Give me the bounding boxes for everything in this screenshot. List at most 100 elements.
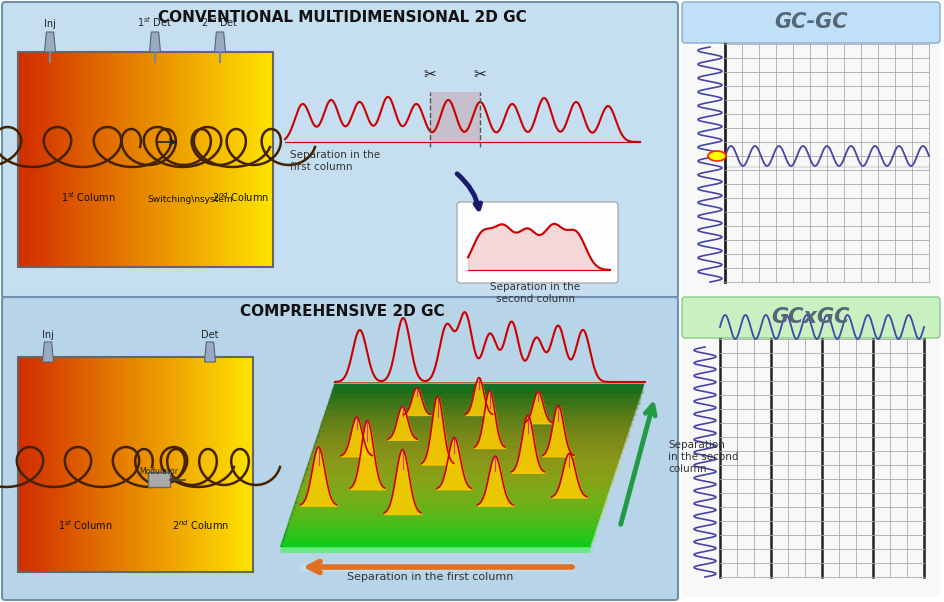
Bar [140,357,143,572]
Bar [34,357,38,572]
Bar [183,52,188,267]
Bar [260,52,264,267]
Text: COMPREHENSIVE 2D GC: COMPREHENSIVE 2D GC [240,303,444,318]
Bar [167,357,171,572]
Bar [137,52,142,267]
Bar [116,357,120,572]
Bar [26,52,31,267]
Text: Det: Det [201,330,218,340]
Bar [69,357,74,572]
Bar [98,52,104,267]
Bar [65,52,70,267]
Bar [234,52,239,267]
Bar [230,52,235,267]
Bar [217,357,222,572]
Text: 1$^{st}$ Column: 1$^{st}$ Column [60,190,115,204]
Bar [120,52,125,267]
Bar [226,52,230,267]
Bar [35,52,40,267]
Bar [264,52,269,267]
Bar [200,52,205,267]
Bar [76,357,81,572]
FancyBboxPatch shape [682,297,939,338]
Text: Separation
in the second
column: Separation in the second column [667,441,737,474]
Bar [65,357,69,572]
Bar [155,357,160,572]
Bar [171,357,175,572]
Bar [237,357,242,572]
Bar [60,52,65,267]
Bar [96,357,101,572]
Bar [127,357,132,572]
Bar [82,52,87,267]
Bar [145,52,150,267]
Bar [29,357,34,572]
Bar [256,52,261,267]
Bar [209,52,213,267]
Bar [93,357,96,572]
Bar [85,357,89,572]
Bar [196,52,201,267]
Bar [43,52,48,267]
Bar [112,357,116,572]
Bar [40,52,44,267]
Bar [73,357,77,572]
Bar [226,357,229,572]
Bar [175,52,179,267]
Bar [115,52,121,267]
Bar [69,52,74,267]
Bar [268,52,273,267]
Bar [244,357,249,572]
Bar [74,52,78,267]
Bar [175,357,179,572]
Bar [222,357,226,572]
Bar [141,52,145,267]
Text: 1$^{st}$ Column: 1$^{st}$ Column [58,518,112,532]
Bar [217,52,222,267]
Bar [38,357,42,572]
Bar [48,52,53,267]
FancyBboxPatch shape [457,202,617,283]
Bar [149,52,154,267]
Text: Separation in the first column: Separation in the first column [346,572,513,582]
Bar [42,357,46,572]
Polygon shape [42,342,54,362]
FancyBboxPatch shape [682,2,939,43]
Bar [128,52,133,267]
Bar [158,52,162,267]
Bar [104,357,109,572]
Bar [77,52,82,267]
Text: Modulator: Modulator [140,467,178,476]
Bar [233,357,238,572]
Polygon shape [214,32,226,52]
FancyBboxPatch shape [2,297,677,600]
Bar [229,357,234,572]
Bar [61,357,65,572]
Bar [192,52,196,267]
Bar [188,52,193,267]
Text: 1$^{st}$ Det: 1$^{st}$ Det [137,15,173,29]
Bar [247,52,252,267]
Polygon shape [204,342,215,362]
Bar [52,52,57,267]
Bar [31,52,36,267]
Bar [159,357,163,572]
Bar [18,357,253,572]
Bar [206,357,211,572]
Bar [243,52,247,267]
Text: Separation in the
first column: Separation in the first column [290,150,379,172]
Bar [151,357,156,572]
Bar [299,562,574,572]
Bar [22,357,26,572]
Text: 2$^{nd}$ Det: 2$^{nd}$ Det [201,15,239,29]
Bar [143,357,147,572]
Bar [18,52,23,267]
Bar [430,92,480,142]
FancyBboxPatch shape [2,2,677,298]
Bar [178,357,183,572]
Bar [131,357,136,572]
Bar [241,357,245,572]
Bar [213,357,218,572]
Bar [222,52,227,267]
Text: ✂: ✂ [473,67,486,82]
